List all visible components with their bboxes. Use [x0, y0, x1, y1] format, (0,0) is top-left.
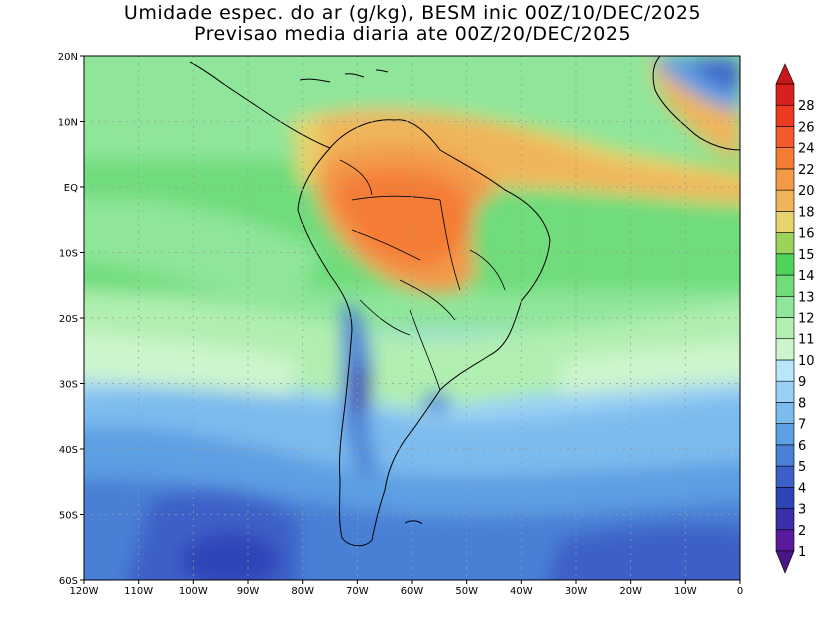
colorbar-label: 1 [798, 545, 806, 560]
x-tick-label: 40W [510, 586, 533, 597]
grid-lines [84, 56, 740, 580]
country-borders [339, 159, 506, 391]
colorbar-swatch [775, 529, 795, 552]
x-tick-label: 110W [124, 586, 153, 597]
colorbar-label: 18 [798, 205, 815, 220]
colorbar-label: 28 [798, 99, 815, 114]
y-tick-label: EQ [64, 183, 78, 194]
colorbar-label: 15 [798, 248, 815, 263]
colorbar-label: 16 [798, 227, 815, 242]
colorbar-label: 20 [798, 184, 815, 199]
colorbar-label: 4 [798, 481, 806, 496]
y-tick-label: 50S [59, 511, 78, 522]
colorbar-label: 8 [798, 396, 806, 411]
colorbar-label: 12 [798, 312, 815, 327]
title-line-1: Umidade espec. do ar (g/kg), BESM inic 0… [123, 2, 702, 24]
colorbar-swatch [775, 487, 795, 509]
colorbar-swatch [775, 444, 795, 467]
colorbar-swatch [775, 465, 795, 488]
y-tick-label: 40S [59, 445, 78, 456]
colorbar-label: 11 [798, 333, 815, 348]
x-tick-label: 90W [237, 586, 260, 597]
africa-coast [652, 56, 740, 151]
colorbar-label: 22 [798, 163, 815, 178]
colorbar-swatch [775, 126, 795, 148]
colorbar-swatch [775, 508, 795, 531]
x-tick-label: 120W [70, 586, 99, 597]
colorbar-swatch [775, 423, 795, 446]
colorbar-swatch [775, 295, 795, 318]
x-tick-label: 30W [565, 586, 588, 597]
x-tick-label: 50W [455, 586, 478, 597]
colorbar-label: 26 [798, 120, 815, 135]
colorbar-swatch [775, 359, 795, 382]
colorbar-label: 9 [798, 375, 806, 390]
south-america-coast [297, 119, 551, 547]
y-tick-label: 10N [58, 118, 78, 129]
colorbar-swatch [775, 380, 795, 403]
colorbar-label: 3 [798, 503, 806, 518]
colorbar-label: 5 [798, 460, 806, 475]
colorbar-label: 24 [798, 142, 815, 157]
colorbar-swatch [775, 402, 795, 424]
colorbar-swatch [775, 83, 795, 106]
x-tick-label: 70W [346, 586, 369, 597]
y-axis: 20N 10N EQ 10S 20S 30S 40S 50S 60S [58, 52, 84, 587]
x-tick-label: 60W [401, 586, 424, 597]
caribbean-islands [299, 69, 389, 83]
colorbar-swatch [775, 168, 795, 191]
colorbar-swatch [775, 104, 795, 127]
x-axis: 120W 110W 100W 90W 80W 70W 60W 50W 40W 30W 20W 10W 0 [70, 580, 743, 597]
colorbar-label: 10 [798, 354, 815, 369]
y-tick-label: 10S [59, 249, 78, 260]
colorbar-label: 13 [798, 290, 815, 305]
falklands [404, 520, 423, 525]
colorbar-swatch [775, 232, 795, 255]
title-line-2: Previsao media diaria ate 00Z/20/DEC/202… [193, 23, 632, 45]
colorbar-swatch [775, 317, 795, 340]
colorbar-swatch [775, 211, 795, 233]
y-tick-label: 20S [59, 314, 78, 325]
colorbar-label: 14 [798, 269, 815, 284]
colorbar-swatch [775, 253, 795, 276]
y-tick-label: 20N [58, 52, 78, 63]
colorbar-swatch [775, 189, 795, 212]
x-tick-label: 80W [291, 586, 314, 597]
colorbar-swatch [775, 274, 795, 297]
x-tick-label: 10W [674, 586, 697, 597]
coastlines [189, 56, 740, 547]
y-tick-label: 30S [59, 380, 78, 391]
x-tick-label: 20W [619, 586, 642, 597]
colorbar-swatch [775, 147, 795, 170]
central-america [189, 61, 331, 149]
colorbar-swatch [775, 338, 795, 361]
colorbar-under-arrow [775, 550, 795, 574]
humidity-field [84, 56, 740, 580]
colorbar-label: 6 [798, 439, 806, 454]
colorbar-label: 7 [798, 418, 806, 433]
x-tick-label: 0 [737, 586, 743, 597]
y-tick-label: 60S [59, 576, 78, 587]
colorbar-over-arrow [775, 63, 795, 85]
colorbar-label: 2 [798, 524, 806, 539]
x-tick-label: 100W [179, 586, 208, 597]
